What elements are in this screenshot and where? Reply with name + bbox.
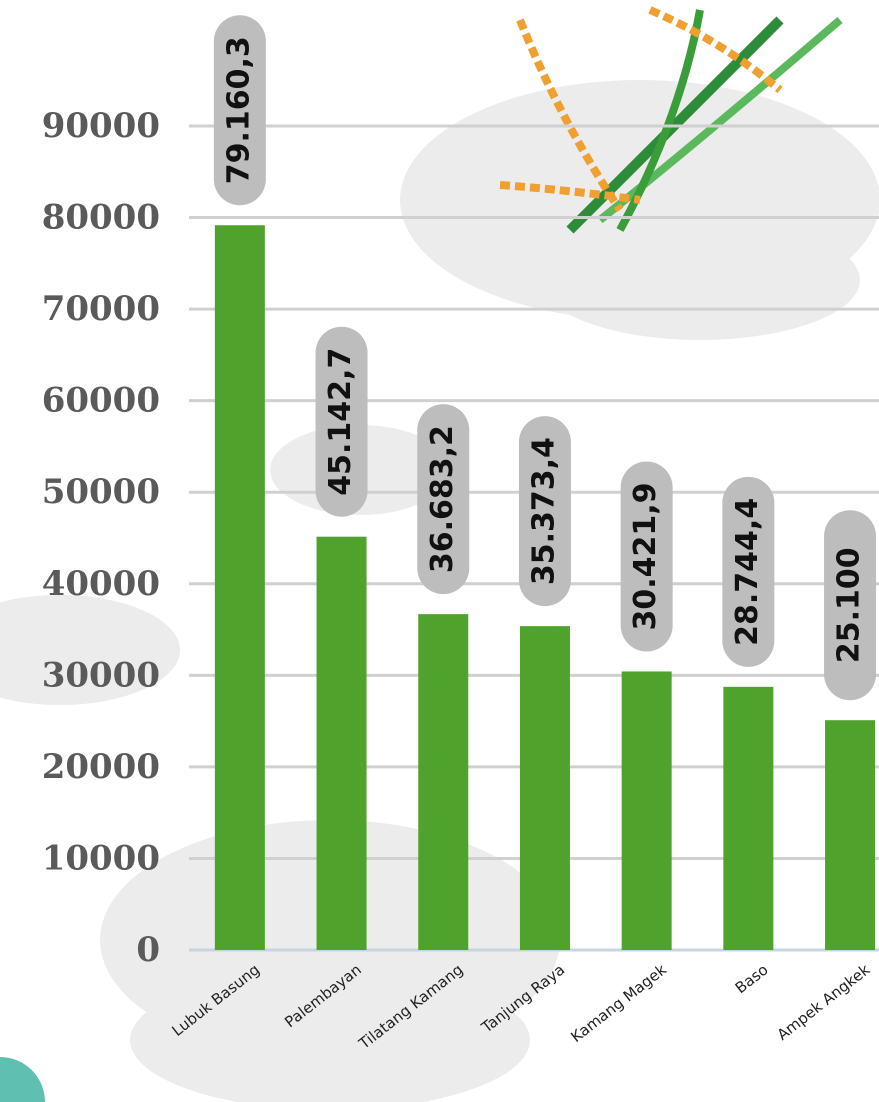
bar	[316, 536, 367, 950]
value-label: 79.160,3	[221, 36, 256, 184]
value-label-pill	[518, 416, 571, 607]
value-label: 25.100	[832, 547, 867, 663]
x-tick-label: Kamang Magek	[567, 960, 670, 1046]
bar	[519, 626, 570, 950]
bar	[214, 225, 265, 950]
corner-decoration	[0, 1057, 45, 1102]
value-label: 36.683,2	[425, 425, 460, 573]
value-label-pill	[213, 15, 266, 206]
value-label: 35.373,4	[526, 437, 561, 585]
y-tick-label: 0	[136, 930, 160, 970]
bar	[418, 614, 469, 950]
bar	[723, 686, 774, 950]
y-tick-label: 80000	[42, 198, 160, 238]
y-tick-label: 10000	[42, 838, 160, 878]
value-label-pill	[417, 404, 470, 595]
background-clouds	[0, 80, 879, 1102]
value-label-pill	[620, 461, 673, 652]
value-label-pill	[315, 326, 368, 517]
y-tick-label: 40000	[42, 564, 160, 604]
value-label: 45.142,7	[323, 348, 358, 496]
x-tick-label: Baso	[732, 961, 772, 998]
value-label-pill	[722, 476, 775, 667]
value-label-pill	[824, 510, 877, 701]
bar	[825, 720, 876, 950]
rice-illustration	[499, 6, 843, 234]
bar	[621, 671, 672, 950]
y-tick-label: 70000	[42, 289, 160, 329]
y-tick-label: 90000	[42, 106, 160, 146]
value-label: 28.744,4	[730, 498, 765, 646]
y-tick-label: 30000	[42, 655, 160, 695]
value-label: 30.421,9	[628, 482, 663, 630]
x-tick-label: Ampek Angkek	[774, 960, 874, 1044]
y-tick-label: 20000	[42, 747, 160, 787]
y-tick-label: 50000	[42, 472, 160, 512]
y-tick-label: 60000	[42, 381, 160, 421]
